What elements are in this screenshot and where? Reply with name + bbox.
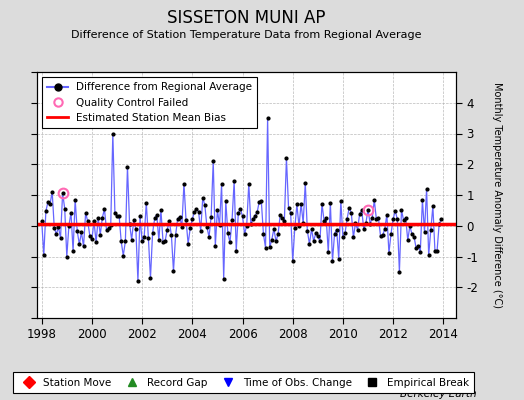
Text: Berkeley Earth: Berkeley Earth xyxy=(400,389,477,399)
Y-axis label: Monthly Temperature Anomaly Difference (°C): Monthly Temperature Anomaly Difference (… xyxy=(492,82,502,308)
Legend: Difference from Regional Average, Quality Control Failed, Estimated Station Mean: Difference from Regional Average, Qualit… xyxy=(42,77,257,128)
Text: SISSETON MUNI AP: SISSETON MUNI AP xyxy=(167,9,325,27)
Text: Difference of Station Temperature Data from Regional Average: Difference of Station Temperature Data f… xyxy=(71,30,421,40)
Legend: Station Move, Record Gap, Time of Obs. Change, Empirical Break: Station Move, Record Gap, Time of Obs. C… xyxy=(13,372,474,393)
